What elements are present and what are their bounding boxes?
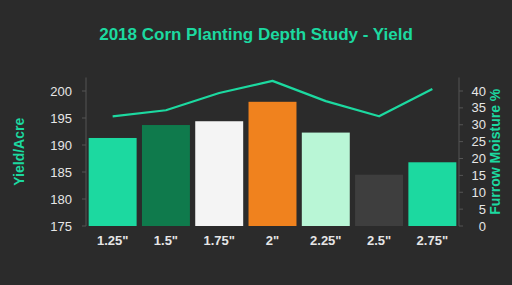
y-axis-label: Yield/Acre — [11, 118, 27, 186]
y-tick — [82, 145, 86, 146]
y-tick — [82, 226, 86, 227]
bar — [249, 102, 297, 226]
x-tick-label: 2" — [266, 233, 279, 248]
y-axis-line — [86, 78, 87, 227]
plot-area — [89, 81, 457, 226]
y-tick — [82, 199, 86, 200]
y-tick — [82, 91, 86, 92]
y-tick-label: 175 — [50, 219, 72, 234]
y2-tick-label: 35 — [472, 100, 486, 115]
y2-tick — [459, 209, 463, 210]
y-tick-label: 190 — [50, 138, 72, 153]
y2-tick-label: 0 — [479, 219, 486, 234]
y2-axis-line — [459, 78, 460, 227]
y2-tick-label: 30 — [472, 117, 486, 132]
y2-tick-label: 40 — [472, 84, 486, 99]
bar — [89, 138, 137, 226]
y-tick-label: 195 — [50, 111, 72, 126]
bar — [355, 175, 403, 226]
y2-tick-label: 25 — [472, 134, 486, 149]
y-tick-label: 185 — [50, 165, 72, 180]
bar — [195, 121, 243, 226]
x-tick-label: 1.25" — [97, 233, 128, 248]
x-tick-label: 1.5" — [154, 233, 178, 248]
x-tick-label: 2.75" — [417, 233, 448, 248]
y2-tick-label: 5 — [479, 202, 486, 217]
y2-tick — [459, 107, 463, 108]
bar — [302, 133, 350, 226]
y2-tick — [459, 91, 463, 92]
y2-axis-label: Furrow Moisture % — [487, 88, 503, 215]
y2-tick — [459, 141, 463, 142]
bar — [142, 125, 190, 226]
y-tick-label: 200 — [50, 84, 72, 99]
x-tick-label: 1.75" — [203, 233, 234, 248]
y2-tick — [459, 175, 463, 176]
y-tick-label: 180 — [50, 192, 72, 207]
y2-tick-label: 15 — [472, 168, 486, 183]
bar — [408, 162, 456, 226]
y2-tick — [459, 192, 463, 193]
y2-tick — [459, 158, 463, 159]
chart: 2018 Corn Planting Depth Study - Yield Yi… — [0, 0, 512, 285]
y-tick — [82, 172, 86, 173]
y2-tick-label: 10 — [472, 185, 486, 200]
x-tick-label: 2.25" — [310, 233, 341, 248]
line — [113, 81, 433, 116]
y2-tick-label: 20 — [472, 151, 486, 166]
y2-tick — [459, 226, 463, 227]
title: 2018 Corn Planting Depth Study - Yield — [99, 25, 413, 44]
background — [0, 0, 512, 285]
y2-tick — [459, 124, 463, 125]
x-tick-label: 2.5" — [367, 233, 391, 248]
y-tick — [82, 118, 86, 119]
